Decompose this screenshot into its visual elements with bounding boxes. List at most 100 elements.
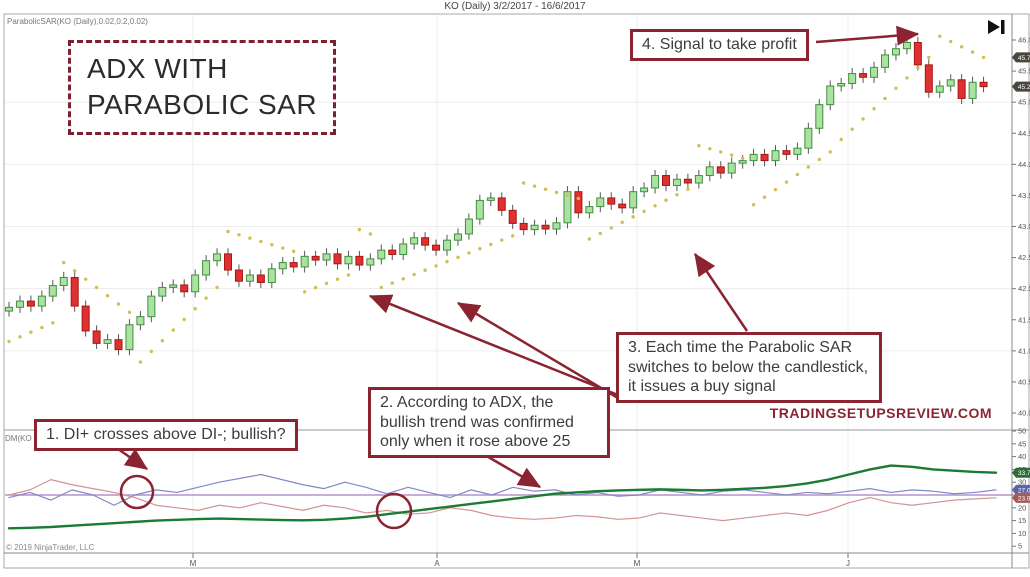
- note-box-2: 2. According to ADX, the bullish trend w…: [368, 387, 610, 458]
- candle-up: [585, 206, 594, 214]
- candle-down: [541, 224, 550, 230]
- sar-dot-below: [29, 330, 33, 334]
- candle-up: [366, 258, 375, 266]
- candle-up: [705, 166, 714, 177]
- sar-dot-above: [62, 260, 66, 265]
- sar-dot-above: [521, 181, 526, 185]
- sar-dot-below: [7, 339, 11, 344]
- candle-down: [760, 153, 769, 162]
- candle-down: [70, 276, 79, 307]
- sar-dot-below: [346, 273, 351, 277]
- sar-dot-below: [773, 187, 778, 192]
- candle-up: [727, 162, 736, 174]
- sar-dot-below: [587, 237, 592, 241]
- sar-dot-above: [94, 285, 99, 290]
- candle-up: [694, 175, 703, 184]
- candle-up: [486, 197, 495, 201]
- sar-dot-below: [653, 204, 657, 208]
- sar-dot-below: [335, 277, 340, 281]
- sar-dot-above: [719, 150, 723, 154]
- sar-dot-above: [357, 227, 362, 232]
- candle-up: [804, 127, 813, 149]
- candle-up: [267, 268, 276, 283]
- value-badge-label: 45.25: [1018, 84, 1030, 91]
- sar-dot-above: [292, 249, 296, 254]
- candle-up: [793, 147, 802, 155]
- candle-up: [125, 324, 134, 351]
- candle-up: [48, 285, 57, 297]
- sar-dot-above: [281, 246, 285, 250]
- sar-dot-above: [949, 39, 953, 44]
- month-axis-label: A: [434, 559, 440, 568]
- note-box-1: 1. DI+ crosses above DI-; bullish?: [34, 419, 298, 451]
- candle-up: [245, 274, 254, 282]
- candle-down: [924, 64, 933, 93]
- candle-down: [683, 178, 692, 184]
- sar-dot-below: [204, 296, 208, 300]
- month-axis-label: M: [190, 559, 197, 568]
- candle-up: [147, 295, 156, 318]
- sar-dot-above: [543, 187, 548, 191]
- parabolic-sar-dots: [7, 34, 986, 364]
- sar-dot-above: [532, 184, 537, 188]
- candle-down: [574, 191, 583, 214]
- sar-dot-below: [434, 264, 438, 268]
- candle-up: [377, 249, 386, 260]
- adx-indicator-lines: [5, 464, 1012, 530]
- sar-dot-above: [959, 45, 964, 49]
- sar-dot-below: [478, 247, 482, 251]
- sar-dot-below: [445, 259, 449, 264]
- sar-dot-above: [127, 310, 132, 315]
- candle-down: [388, 249, 397, 255]
- sar-dot-below: [149, 349, 154, 354]
- candle-down: [913, 41, 922, 66]
- candle-up: [59, 276, 68, 287]
- candle-up: [596, 197, 605, 208]
- line-diminus: [8, 479, 997, 522]
- chart-header-title: KO (Daily) 3/2/2017 - 16/6/2017: [444, 1, 586, 12]
- axis-tick-label: 5: [1018, 542, 1022, 551]
- candle-up: [815, 104, 824, 129]
- sar-dot-above: [73, 269, 77, 273]
- candle-up: [771, 150, 780, 162]
- axis-tick-label: 43.00: [1018, 222, 1030, 231]
- note-box-4: 4. Signal to take profit: [630, 29, 809, 61]
- candle-up: [443, 239, 451, 251]
- candle-down: [716, 166, 725, 174]
- sar-dot-below: [609, 226, 613, 230]
- candle-up: [278, 262, 287, 270]
- axis-tick-label: 50: [1018, 427, 1026, 436]
- sar-dot-below: [40, 325, 44, 330]
- axis-tick-label: 40: [1018, 452, 1026, 461]
- candle-up: [399, 243, 408, 255]
- candle-up: [629, 191, 638, 209]
- candle-up: [15, 300, 24, 308]
- sar-dot-above: [697, 143, 701, 148]
- skip-to-end-icon[interactable]: [986, 18, 1008, 36]
- sar-dot-below: [412, 272, 416, 277]
- candle-up: [826, 85, 835, 106]
- sar-dot-below: [598, 231, 602, 236]
- sar-dot-below: [193, 307, 197, 311]
- sar-dot-below: [302, 290, 307, 294]
- candle-up: [5, 306, 13, 312]
- candle-up: [136, 316, 145, 326]
- sar-dot-below: [138, 360, 143, 364]
- candle-up: [968, 81, 977, 99]
- sar-dot-below: [313, 285, 318, 290]
- axis-tick-label: 20: [1018, 503, 1026, 512]
- candle-up: [103, 339, 112, 344]
- candle-down: [859, 73, 868, 78]
- axis-tick-label: 46.00: [1018, 36, 1030, 45]
- value-badge-label: 33.70: [1018, 470, 1030, 477]
- sar-dot-above: [259, 239, 263, 244]
- candle-down: [607, 197, 616, 205]
- highlight-circle-di-cross: [119, 474, 155, 510]
- chart-title-box: ADX WITH PARABOLIC SAR: [68, 40, 337, 135]
- candle-up: [410, 237, 419, 245]
- candle-up: [169, 284, 178, 288]
- axis-tick-label: 45: [1018, 439, 1026, 448]
- sar-dot-above: [565, 193, 570, 198]
- sar-dot-above: [83, 277, 88, 281]
- sar-dot-above: [970, 50, 975, 54]
